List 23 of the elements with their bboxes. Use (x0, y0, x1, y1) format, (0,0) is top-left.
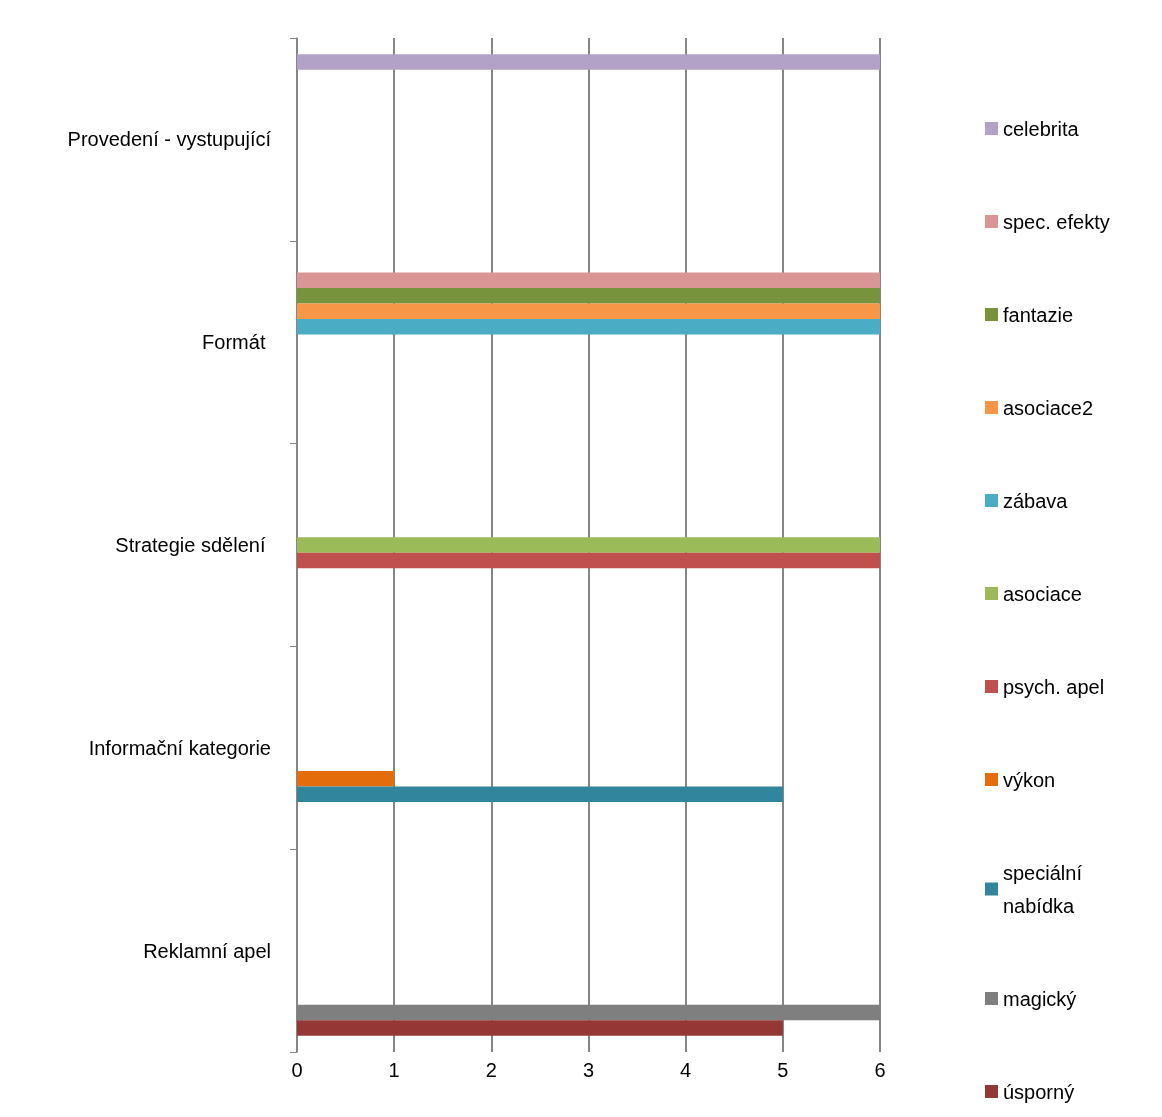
legend-label: magický (1003, 987, 1077, 1010)
y-tick-label: Reklamní apel (143, 939, 271, 962)
y-tick-label: Provedení - vystupující (67, 128, 272, 151)
x-tick-label: 2 (485, 1059, 497, 1081)
legend-label: výkon (1003, 768, 1056, 791)
x-tick-label: 6 (874, 1059, 886, 1081)
y-tick-label: Informační kategorie (88, 736, 271, 759)
legend-label: celebrita (1003, 117, 1080, 140)
legend-label: asociace (1003, 582, 1082, 605)
x-tick-label: 5 (777, 1059, 789, 1081)
y-tick-label: Strategie sdělení (115, 534, 271, 556)
y-tick-label: Formát (202, 331, 271, 354)
x-tick-label: 3 (582, 1059, 595, 1081)
legend-label: úsporný (1003, 1080, 1075, 1103)
legend-label: spec. efekty (1003, 210, 1110, 233)
legend-label: zábava (1003, 489, 1069, 512)
x-tick-label: 4 (680, 1059, 692, 1081)
legend-label: psych. apel (1003, 675, 1105, 698)
legend-label: fantazie (1003, 303, 1074, 326)
x-tick-label: 0 (291, 1059, 303, 1081)
legend-label: speciální nabídka (1003, 861, 1088, 917)
legend-label: asociace2 (1003, 396, 1094, 419)
x-tick-label: 1 (388, 1059, 400, 1081)
